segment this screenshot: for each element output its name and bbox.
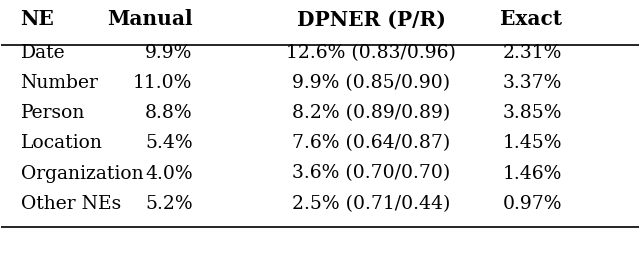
Text: Organization: Organization xyxy=(20,164,143,183)
Text: 7.6% (0.64/0.87): 7.6% (0.64/0.87) xyxy=(292,134,450,152)
Text: Number: Number xyxy=(20,74,99,92)
Text: DPNER (P/R): DPNER (P/R) xyxy=(296,9,445,29)
Text: Date: Date xyxy=(20,44,65,62)
Text: 11.0%: 11.0% xyxy=(133,74,193,92)
Text: 1.45%: 1.45% xyxy=(502,134,562,152)
Text: 9.9%: 9.9% xyxy=(145,44,193,62)
Text: 2.31%: 2.31% xyxy=(503,44,562,62)
Text: NE: NE xyxy=(20,9,54,29)
Text: Location: Location xyxy=(20,134,102,152)
Text: 2.5% (0.71/0.44): 2.5% (0.71/0.44) xyxy=(292,195,450,213)
Text: 3.85%: 3.85% xyxy=(502,104,562,122)
Text: Exact: Exact xyxy=(500,9,562,29)
Text: Manual: Manual xyxy=(107,9,193,29)
Text: 3.6% (0.70/0.70): 3.6% (0.70/0.70) xyxy=(292,164,450,183)
Text: Person: Person xyxy=(20,104,85,122)
Text: 0.97%: 0.97% xyxy=(502,195,562,213)
Text: 3.37%: 3.37% xyxy=(503,74,562,92)
Text: 8.8%: 8.8% xyxy=(145,104,193,122)
Text: 12.6% (0.83/0.96): 12.6% (0.83/0.96) xyxy=(286,44,456,62)
Text: Other NEs: Other NEs xyxy=(20,195,121,213)
Text: 8.2% (0.89/0.89): 8.2% (0.89/0.89) xyxy=(292,104,450,122)
Text: 1.46%: 1.46% xyxy=(503,164,562,183)
Text: 4.0%: 4.0% xyxy=(145,164,193,183)
Text: 5.4%: 5.4% xyxy=(145,134,193,152)
Text: 5.2%: 5.2% xyxy=(145,195,193,213)
Text: 9.9% (0.85/0.90): 9.9% (0.85/0.90) xyxy=(292,74,450,92)
